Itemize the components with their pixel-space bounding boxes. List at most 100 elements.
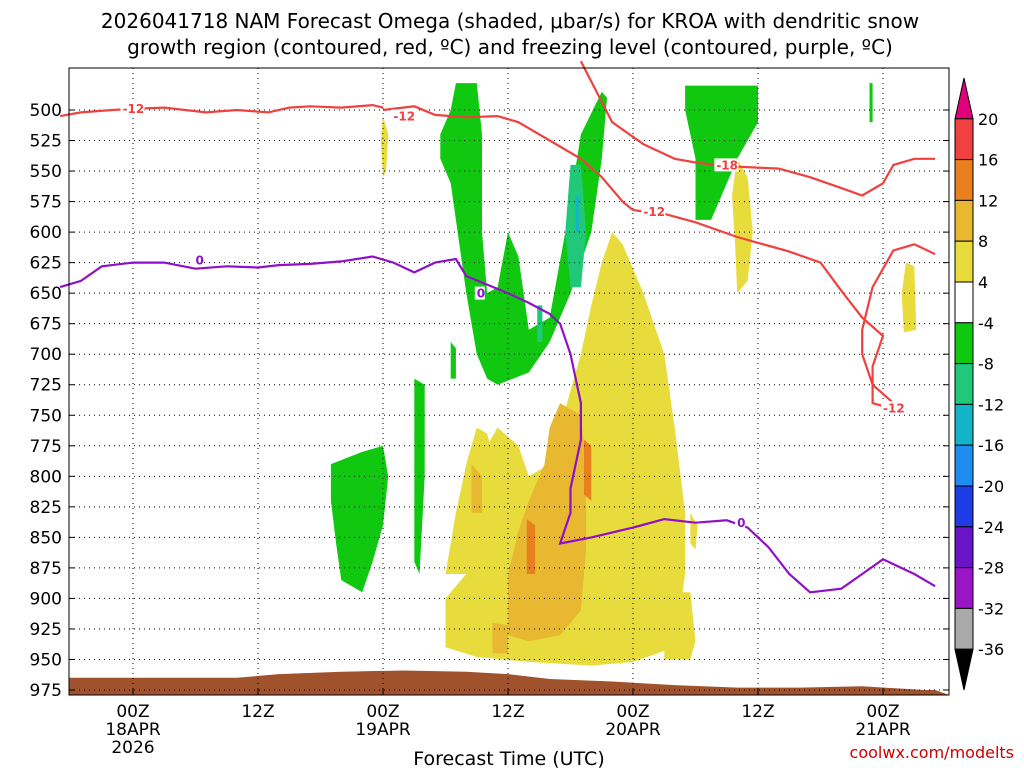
colorbar-label-9: -20 xyxy=(978,477,1004,496)
colorbar-label-3: 8 xyxy=(978,232,988,251)
red-contour-3 xyxy=(579,60,936,197)
y-tick-label-850: 850 xyxy=(30,528,62,548)
colorbar-label-5: -4 xyxy=(978,314,994,333)
red-label-bg-0 xyxy=(120,102,145,116)
y-tick-label-975: 975 xyxy=(30,681,62,701)
y-tick-label-600: 600 xyxy=(30,223,62,243)
y-tick-label-575: 575 xyxy=(30,193,62,213)
y-tick-label-650: 650 xyxy=(30,284,62,304)
grid-lines xyxy=(69,68,949,695)
y-tick-label-900: 900 xyxy=(30,589,62,609)
colorbar-swatch-11 xyxy=(954,526,974,569)
terrain-fill xyxy=(69,670,949,695)
x-tick-label-0-1: 18APR xyxy=(105,720,161,740)
colorbar-label-13: -36 xyxy=(978,640,1004,659)
colorbar-label-4: 4 xyxy=(978,273,988,292)
credit-text: coolwx.com/modelts xyxy=(850,743,1014,762)
red-contour-2 xyxy=(632,209,894,411)
x-tick-label-72-0: 00Z xyxy=(866,702,899,722)
colorbar-swatch-12 xyxy=(954,567,974,609)
purple-contour-0 xyxy=(59,255,936,594)
omega-neg8-top xyxy=(869,83,873,123)
colorbar-swatch-1 xyxy=(954,118,974,161)
purple-label-bg-1 xyxy=(474,286,485,300)
colorbar-label-12: -32 xyxy=(978,599,1004,618)
purple-label-bg-0 xyxy=(193,253,204,267)
x-tick-label-24-1: 19APR xyxy=(355,720,411,740)
colorbar-label-2: 12 xyxy=(978,191,998,210)
colorbar-label-1: 16 xyxy=(978,151,998,170)
x-tick-label-24-0: 00Z xyxy=(366,702,399,722)
colorbar-label-10: -24 xyxy=(978,518,1004,537)
colorbar-swatch-4 xyxy=(954,240,974,283)
y-tick-label-550: 550 xyxy=(30,162,62,182)
omega-pos4-early xyxy=(380,116,389,178)
omega-pos8-core xyxy=(508,403,587,642)
colorbar-label-0: 20 xyxy=(978,110,998,129)
red-contour-label-2: -18 xyxy=(716,158,738,172)
colorbar-swatch-8 xyxy=(954,403,974,446)
y-tick-label-800: 800 xyxy=(30,467,62,487)
omega-pos8-bottom xyxy=(492,622,508,654)
y-tick-label-825: 825 xyxy=(30,498,62,518)
colorbar-swatch-6 xyxy=(954,322,974,365)
colorbar-swatch-3 xyxy=(954,199,974,242)
colorbar: 20 16 12 8 4 -4 -8 -12 -16 -20 -24 -28 -32 -36 xyxy=(954,77,1004,691)
purple-label-bg-2 xyxy=(735,516,746,530)
purple-contour-label-2: 0 xyxy=(737,516,745,530)
colorbar-swatch-9 xyxy=(954,444,974,487)
y-tick-label-775: 775 xyxy=(30,437,62,457)
y-tick-label-725: 725 xyxy=(30,376,62,396)
colorbar-top-arrow xyxy=(954,77,974,120)
y-tick-label-625: 625 xyxy=(30,254,62,274)
colorbar-label-6: -8 xyxy=(978,355,994,374)
purple-contour-label-0: 0 xyxy=(196,254,204,268)
colorbar-swatch-5 xyxy=(954,281,974,324)
plot-area: -12 -12 -18 -12 -12 0 0 0 xyxy=(59,60,950,696)
y-tick-label-675: 675 xyxy=(30,315,62,335)
y-tick-label-950: 950 xyxy=(30,650,62,670)
x-tick-label-60-0: 12Z xyxy=(741,702,774,722)
terrain-polygon xyxy=(69,670,949,695)
omega-neg8-main xyxy=(440,83,607,385)
colorbar-swatch-2 xyxy=(954,159,974,201)
red-contour-1 xyxy=(382,105,634,211)
omega-neg16-core xyxy=(575,195,579,233)
colorbar-swatch-13 xyxy=(954,607,974,650)
red-contour-label-1: -12 xyxy=(393,110,415,124)
y-axis: 500 525 550 575 600 625 650 675 700 725 750 775 800 8… xyxy=(30,101,949,701)
x-tick-label-12-0: 12Z xyxy=(241,702,274,722)
plot-frame xyxy=(68,67,950,696)
x-axis-title: Forecast Time (UTC) xyxy=(413,748,604,768)
omega-pos4-right2 xyxy=(901,262,917,333)
red-contour-label-0: -12 xyxy=(123,102,145,116)
red-contours xyxy=(59,60,936,411)
y-tick-label-750: 750 xyxy=(30,406,62,426)
x-tick-label-0-2: 2026 xyxy=(111,738,154,758)
red-label-bg-3 xyxy=(641,204,666,218)
y-tick-label-925: 925 xyxy=(30,620,62,640)
y-tick-label-525: 525 xyxy=(30,132,62,152)
purple-contours xyxy=(59,255,936,594)
colorbar-swatch-10 xyxy=(954,485,974,528)
omega-pos4-bottom-r xyxy=(664,592,696,660)
red-contour-4 xyxy=(861,243,936,404)
x-tick-label-72-1: 21APR xyxy=(855,720,911,740)
omega-pos4-right1 xyxy=(732,158,753,294)
omega-neg12-core xyxy=(565,164,587,288)
contour-labels: -12 -12 -18 -12 -12 0 0 0 xyxy=(120,102,905,530)
omega-pos12-b xyxy=(584,439,592,501)
chart-title-line2: growth region (contoured, red, ºC) and f… xyxy=(127,35,893,59)
colorbar-bottom-arrow xyxy=(954,648,974,691)
omega-neg8-lowleft xyxy=(330,445,389,593)
y-tick-label-700: 700 xyxy=(30,345,62,365)
red-contour-label-4: -12 xyxy=(883,401,905,415)
omega-shading xyxy=(330,83,917,666)
omega-neg8-thin xyxy=(450,342,456,379)
y-tick-label-500: 500 xyxy=(30,101,62,121)
colorbar-swatch-7 xyxy=(954,363,974,405)
x-tick-label-36-0: 12Z xyxy=(491,702,524,722)
omega-pos12-a xyxy=(526,519,536,574)
